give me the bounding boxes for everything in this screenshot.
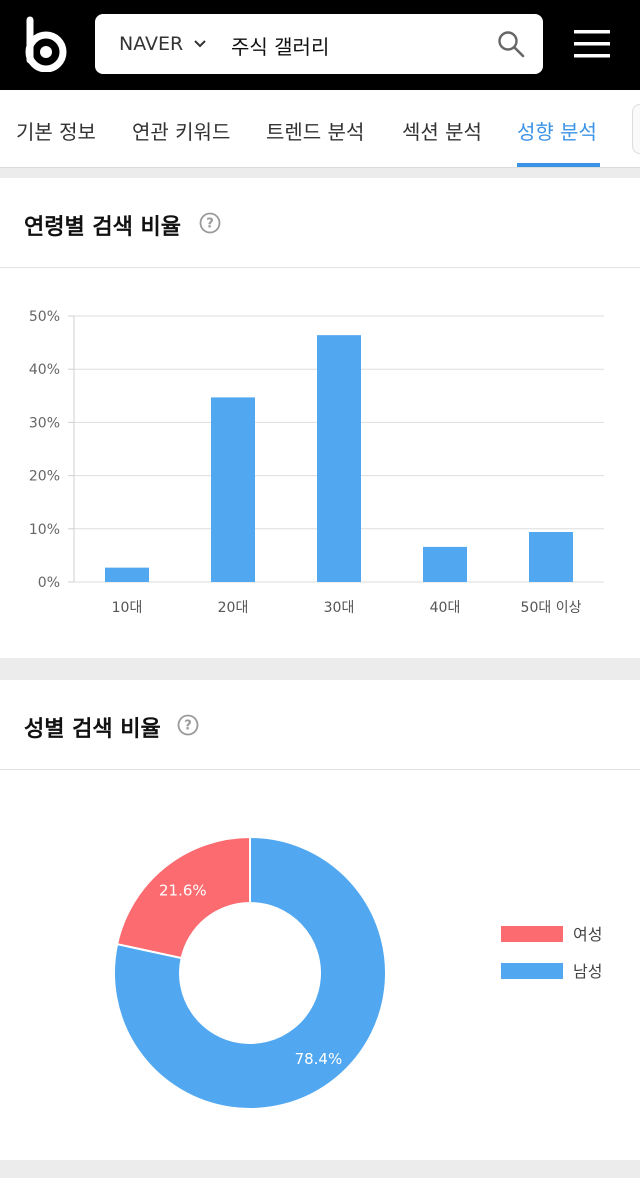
slice-data-label: 78.4%: [295, 1050, 343, 1068]
age-ratio-title: 연령별 검색 비율: [24, 215, 181, 240]
svg-text:?: ?: [184, 719, 192, 734]
bar[interactable]: [529, 531, 573, 582]
svg-text:?: ?: [206, 217, 214, 232]
age-bar-chart: 0% 10% 20% 30% 40% 50% 10대 20대 30대 40대 50대 이상: [29, 309, 604, 616]
bar[interactable]: [211, 397, 255, 582]
tab-section-analysis[interactable]: 섹션 분석: [402, 120, 482, 144]
slice-data-label: 21.6%: [159, 882, 207, 900]
top-bar: NAVER 주식 갤러리: [0, 0, 640, 90]
bar[interactable]: [317, 335, 361, 582]
x-tick-label: 50대 이상: [521, 600, 582, 616]
search-icon[interactable]: [497, 30, 525, 58]
tab-related-keywords[interactable]: 연관 키워드: [132, 120, 231, 144]
age-ratio-card: 연령별 검색 비율 ? 0% 10% 20% 30% 40% 50% 10대 20대 30대 40…: [0, 178, 640, 658]
tab-bar: 기본 정보 연관 키워드 트렌드 분석 섹션 분석 성향 분석: [0, 90, 640, 168]
gender-ratio-header: 성별 검색 비율 ?: [0, 680, 640, 770]
age-ratio-header: 연령별 검색 비율 ?: [0, 178, 640, 268]
search-input[interactable]: 주식 갤러리: [231, 35, 330, 59]
bar[interactable]: [423, 546, 467, 582]
help-icon[interactable]: ?: [177, 714, 199, 736]
x-tick-label: 30대: [324, 600, 355, 616]
y-tick-label: 50%: [29, 309, 60, 325]
tab-trend-analysis[interactable]: 트렌드 분석: [266, 120, 365, 144]
search-box[interactable]: NAVER 주식 갤러리: [95, 14, 543, 74]
tab-scroll-edge: [632, 104, 640, 154]
legend-label: 여성: [573, 925, 602, 944]
tab-tendency-analysis[interactable]: 성향 분석: [517, 120, 597, 144]
y-tick-label: 30%: [29, 415, 60, 431]
y-tick-label: 40%: [29, 362, 60, 378]
active-tab-indicator: [517, 163, 600, 167]
donut-slice-female[interactable]: [115, 835, 251, 960]
x-tick-label: 20대: [218, 600, 249, 616]
chevron-down-icon: [194, 40, 206, 48]
x-tick-label: 10대: [112, 600, 143, 616]
donut-slice-male[interactable]: [113, 835, 387, 1110]
gender-ratio-title: 성별 검색 비율: [24, 717, 161, 742]
search-engine-select[interactable]: NAVER: [119, 33, 207, 55]
legend-swatch: [501, 963, 563, 979]
y-tick-label: 0%: [38, 575, 60, 591]
legend-swatch: [501, 926, 563, 942]
bar[interactable]: [105, 567, 149, 582]
hamburger-menu-icon[interactable]: [574, 28, 610, 60]
tab-basic-info[interactable]: 기본 정보: [16, 120, 96, 144]
y-tick-label: 10%: [29, 522, 60, 538]
legend-label: 남성: [573, 962, 602, 981]
y-tick-label: 20%: [29, 469, 60, 485]
search-engine-label: NAVER: [119, 33, 184, 55]
x-tick-label: 40대: [430, 600, 461, 616]
help-icon[interactable]: ?: [199, 212, 221, 234]
app-logo-icon[interactable]: [22, 16, 70, 72]
